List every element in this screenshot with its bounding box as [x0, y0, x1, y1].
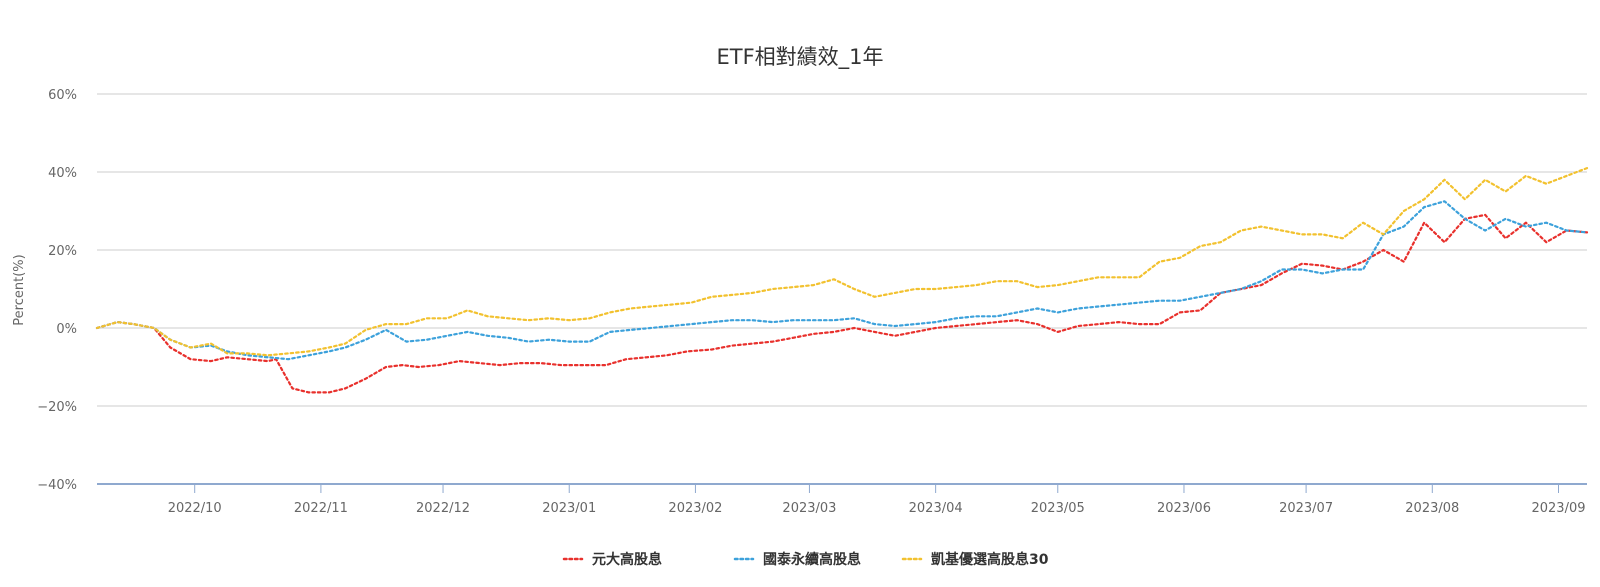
chart-title: ETF相對績效_1年: [716, 45, 883, 70]
y-tick-label: −20%: [37, 400, 77, 415]
x-tick-label: 2022/11: [294, 501, 348, 516]
x-axis: 2022/10 2022/11 2022/12 2023/01 2023/02 2023/…: [168, 484, 1586, 516]
x-tick-label: 2023/09: [1531, 501, 1585, 516]
legend-item-2[interactable]: 國泰永續高股息: [733, 551, 861, 568]
legend-item-1[interactable]: 元大高股息: [562, 551, 662, 568]
x-tick-label: 2023/05: [1031, 501, 1085, 516]
plot-area: [95, 167, 1589, 394]
legend-label: 國泰永續高股息: [763, 551, 861, 568]
legend: 元大高股息 國泰永續高股息 凱基優選高股息30: [562, 551, 1049, 568]
y-tick-label: 0%: [56, 322, 77, 337]
gridlines: [97, 93, 1587, 485]
series-line-3[interactable]: [95, 167, 1589, 357]
y-tick-label: 40%: [48, 166, 77, 181]
y-axis: 60% 40% 20% 0% −20% −40%: [37, 88, 77, 493]
x-tick-label: 2023/04: [909, 501, 963, 516]
x-tick-label: 2022/10: [168, 501, 222, 516]
legend-item-3[interactable]: 凱基優選高股息30: [901, 551, 1049, 568]
x-tick-label: 2022/12: [416, 501, 470, 516]
x-tick-label: 2023/02: [668, 501, 722, 516]
series-line-2[interactable]: [95, 200, 1589, 361]
legend-label: 凱基優選高股息30: [931, 551, 1049, 568]
legend-label: 元大高股息: [592, 551, 662, 568]
y-axis-label: Percent(%): [12, 254, 27, 325]
y-tick-label: 20%: [48, 244, 77, 259]
x-tick-label: 2023/01: [542, 501, 596, 516]
x-tick-label: 2023/03: [782, 501, 836, 516]
x-tick-label: 2023/07: [1279, 501, 1333, 516]
x-tick-label: 2023/08: [1405, 501, 1459, 516]
series-line-1[interactable]: [95, 213, 1589, 394]
y-tick-label: −40%: [37, 478, 77, 493]
y-tick-label: 60%: [48, 88, 77, 103]
x-tick-label: 2023/06: [1157, 501, 1211, 516]
